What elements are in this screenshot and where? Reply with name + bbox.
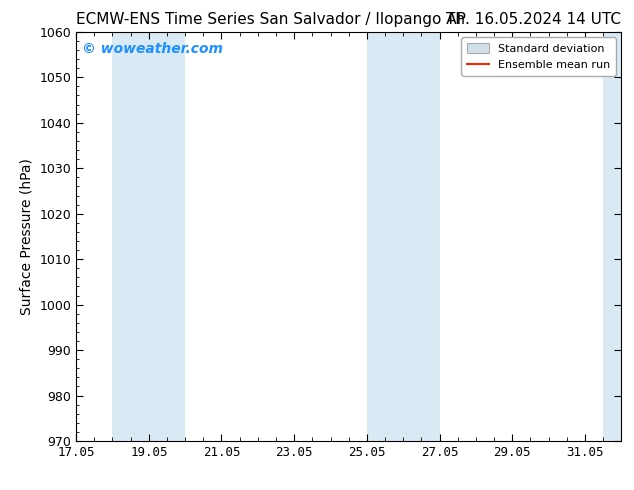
Legend: Standard deviation, Ensemble mean run: Standard deviation, Ensemble mean run — [462, 37, 616, 75]
Bar — [603, 32, 621, 441]
Text: © woweather.com: © woweather.com — [82, 42, 223, 56]
Text: Th. 16.05.2024 14 UTC: Th. 16.05.2024 14 UTC — [446, 12, 621, 27]
Bar — [112, 32, 185, 441]
Y-axis label: Surface Pressure (hPa): Surface Pressure (hPa) — [20, 158, 34, 315]
Text: ECMW-ENS Time Series San Salvador / Ilopango AP: ECMW-ENS Time Series San Salvador / Ilop… — [76, 12, 466, 27]
Bar — [367, 32, 439, 441]
